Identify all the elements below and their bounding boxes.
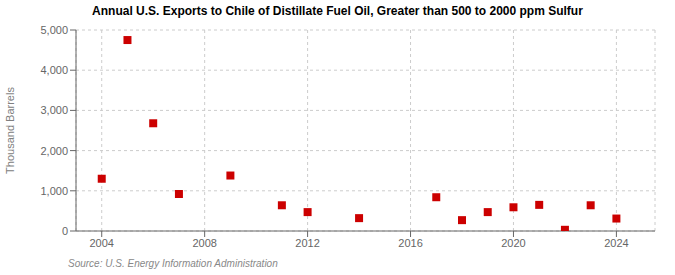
svg-text:2016: 2016 [398, 237, 422, 249]
svg-text:2024: 2024 [604, 237, 628, 249]
svg-text:2012: 2012 [295, 237, 319, 249]
svg-text:5,000: 5,000 [40, 24, 68, 36]
svg-text:0: 0 [62, 225, 68, 237]
svg-text:Thousand Barrels: Thousand Barrels [8, 87, 16, 174]
svg-text:4,000: 4,000 [40, 64, 68, 76]
svg-text:2020: 2020 [501, 237, 525, 249]
svg-text:2004: 2004 [89, 237, 113, 249]
html-text:Annual U.S. Exports to Chile o: Annual U.S. Exports to Chile of Distilla… [92, 4, 583, 18]
svg-text:1,000: 1,000 [40, 185, 68, 197]
svg-text:3,000: 3,000 [40, 104, 68, 116]
svg-text:2,000: 2,000 [40, 145, 68, 157]
svg-text:2008: 2008 [192, 237, 216, 249]
html-text:Source: U.S. Energy Informatio: Source: U.S. Energy Information Administ… [68, 258, 278, 269]
